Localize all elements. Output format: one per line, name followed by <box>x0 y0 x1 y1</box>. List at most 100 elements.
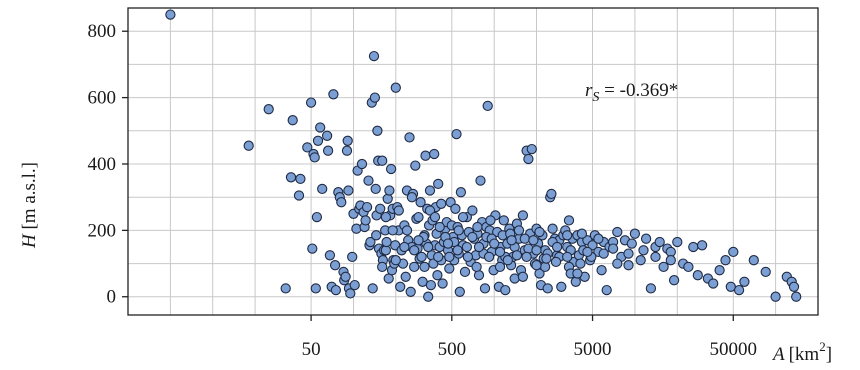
y-tick-label: 800 <box>88 21 117 42</box>
data-point <box>305 97 317 108</box>
data-point <box>310 283 321 294</box>
data-point <box>596 265 607 276</box>
data-point <box>459 266 471 278</box>
data-point <box>263 104 274 115</box>
y-tick-label: 200 <box>88 220 117 241</box>
y-axis-label: H [m a.s.l.] <box>19 162 40 249</box>
data-point <box>423 291 434 302</box>
annotation-text: = -0.369* <box>599 80 678 101</box>
data-point <box>556 281 567 292</box>
data-point <box>453 225 464 236</box>
data-point <box>380 211 392 223</box>
x-tick-labels: 50 500 5000 50000 <box>302 339 757 360</box>
data-point <box>483 251 495 263</box>
data-point <box>437 278 448 289</box>
data-point <box>317 183 328 195</box>
data-point <box>433 251 444 263</box>
data-point <box>528 235 539 246</box>
data-point <box>467 231 478 243</box>
data-point <box>475 175 486 186</box>
data-point <box>511 250 523 261</box>
data-point <box>563 215 575 226</box>
y-axis-label-unit: [m a.s.l.] <box>19 162 40 234</box>
data-point <box>404 132 415 143</box>
data-point <box>672 236 683 248</box>
data-point <box>623 260 634 271</box>
data-point <box>406 192 418 203</box>
data-point <box>285 172 297 183</box>
data-point <box>377 261 388 273</box>
data-point <box>546 188 557 200</box>
data-point <box>572 268 583 279</box>
data-point <box>455 187 467 198</box>
data-point <box>341 145 353 156</box>
data-point <box>509 273 520 284</box>
data-point <box>626 238 637 249</box>
data-point <box>280 283 291 294</box>
data-point <box>494 246 506 258</box>
data-point <box>739 276 750 287</box>
data-point <box>360 215 371 226</box>
y-tick-label: 400 <box>88 154 117 175</box>
y-tick-label: 600 <box>88 88 117 109</box>
data-point <box>429 148 440 160</box>
data-point <box>500 284 511 296</box>
data-point <box>442 238 454 249</box>
data-point <box>413 235 424 246</box>
data-point <box>482 100 493 112</box>
data-point <box>760 266 771 278</box>
data-point <box>502 255 513 266</box>
x-axis-label: A [km2] <box>771 339 832 365</box>
data-point <box>165 9 176 20</box>
data-point <box>399 241 410 253</box>
data-point <box>321 130 333 141</box>
data-point <box>562 251 573 263</box>
data-point <box>424 185 436 196</box>
data-point <box>336 197 347 208</box>
x-axis-label-close: ] <box>826 344 832 365</box>
data-point <box>409 245 420 256</box>
data-point <box>401 225 413 236</box>
data-point <box>612 258 623 269</box>
y-tick-labels: 0 200 400 600 800 <box>88 21 117 308</box>
data-point <box>582 246 593 258</box>
data-point <box>607 243 619 254</box>
data-point <box>467 205 478 216</box>
data-point <box>638 245 649 256</box>
data-point <box>720 255 731 266</box>
data-point <box>629 228 641 239</box>
data-point <box>654 236 665 248</box>
data-point <box>307 243 318 254</box>
x-tick-label: 50000 <box>710 339 758 360</box>
data-point <box>385 163 397 175</box>
data-point <box>598 248 609 259</box>
data-point <box>293 190 305 201</box>
data-point <box>523 153 534 165</box>
data-point <box>539 261 551 273</box>
data-point <box>377 155 388 166</box>
data-point <box>650 251 661 263</box>
data-point <box>444 251 455 263</box>
data-point <box>601 284 612 296</box>
data-point <box>419 261 430 273</box>
data-point <box>531 260 542 271</box>
data-point <box>311 211 323 223</box>
data-point <box>387 225 398 236</box>
x-tick-label: 500 <box>438 339 467 360</box>
data-point <box>432 270 443 281</box>
data-point <box>342 135 353 146</box>
data-point <box>494 261 506 273</box>
data-point <box>612 226 623 238</box>
data-point <box>312 135 324 146</box>
x-axis-label-unit: [km <box>789 344 820 365</box>
data-point <box>343 185 354 196</box>
data-point <box>485 215 496 226</box>
data-point <box>658 261 669 273</box>
data-point <box>748 255 759 266</box>
x-axis-label-exp: 2 <box>819 339 826 354</box>
data-point <box>405 286 416 297</box>
axes <box>122 7 819 321</box>
data-point <box>429 211 441 223</box>
data-point <box>788 281 800 292</box>
data-point <box>473 241 485 253</box>
